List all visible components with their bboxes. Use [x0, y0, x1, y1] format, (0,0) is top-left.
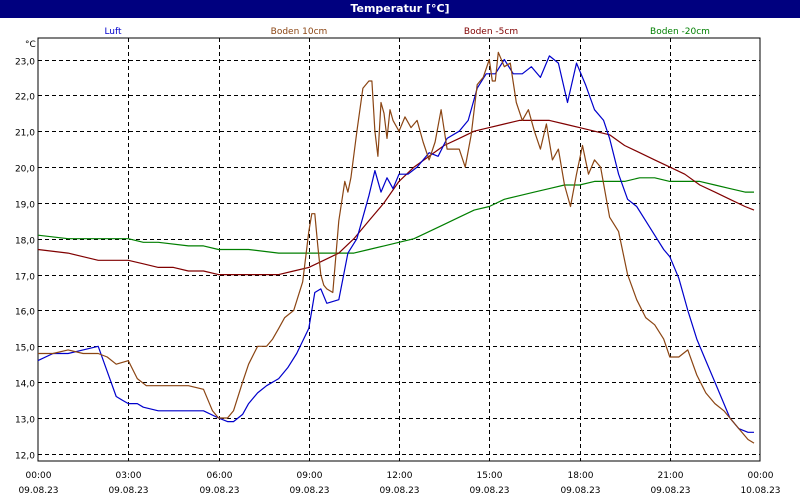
y-tick-label: 15,0 — [15, 344, 35, 354]
legend-entry: Boden -5cm — [464, 27, 518, 37]
x-tick-date-label: 09.08.23 — [18, 486, 58, 496]
series-line — [37, 55, 754, 433]
legend-entry: Luft — [104, 27, 122, 37]
legend-entry: Boden 10cm — [271, 27, 328, 37]
x-tick-time-label: 12:00 — [387, 471, 413, 481]
x-tick-time-label: 06:00 — [207, 471, 233, 481]
y-tick-label: 18,0 — [15, 237, 35, 247]
x-tick-time-label: 00:00 — [748, 471, 774, 481]
x-tick-date-label: 09.08.23 — [199, 486, 239, 496]
y-tick-label: 13,0 — [15, 416, 35, 426]
y-tick-label: 14,0 — [15, 380, 35, 390]
y-tick-label: 12,0 — [15, 452, 35, 462]
x-tick-date-label: 09.08.23 — [560, 486, 600, 496]
x-tick-date-label: 09.08.23 — [469, 486, 509, 496]
y-tick-label: 23,0 — [15, 58, 35, 68]
x-tick-time-label: 03:00 — [116, 471, 142, 481]
x-tick-time-label: 21:00 — [658, 471, 684, 481]
series-line — [37, 177, 754, 254]
y-tick-label: 22,0 — [15, 93, 35, 103]
x-tick-date-label: 09.08.23 — [289, 486, 329, 496]
series-line — [38, 51, 755, 444]
y-tick-label: 17,0 — [15, 273, 35, 283]
x-tick-date-label: 09.08.23 — [379, 486, 419, 496]
x-tick-time-label: 09:00 — [297, 471, 323, 481]
y-tick-label: 20,0 — [15, 165, 35, 175]
series-line — [37, 119, 755, 276]
x-tick-time-label: 00:00 — [26, 471, 52, 481]
x-tick-date-label: 09.08.23 — [108, 486, 148, 496]
legend-entry: Boden -20cm — [650, 27, 710, 37]
y-tick-label: 16,0 — [15, 308, 35, 318]
x-tick-date-label: 10.08.23 — [740, 486, 780, 496]
chart-title: Temperatur [°C] — [0, 0, 800, 18]
y-tick-label: 19,0 — [15, 201, 35, 211]
y-tick-label: 21,0 — [15, 129, 35, 139]
x-tick-date-label: 09.08.23 — [650, 486, 690, 496]
y-axis-label: °C — [25, 40, 36, 50]
x-tick-time-label: 15:00 — [477, 471, 503, 481]
x-tick-time-label: 18:00 — [568, 471, 594, 481]
